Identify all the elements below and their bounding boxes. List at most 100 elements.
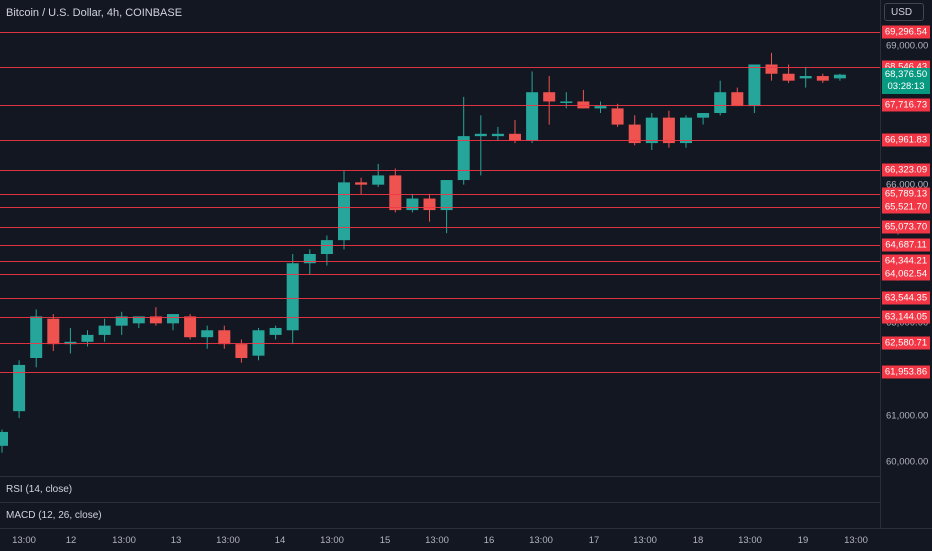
candle-body — [833, 74, 846, 79]
current-price: 68,376.50 — [884, 69, 928, 80]
candle[interactable] — [98, 318, 111, 342]
candle[interactable] — [816, 73, 829, 83]
candle-body — [816, 76, 829, 81]
candle[interactable] — [697, 113, 710, 125]
horizontal-level-line[interactable] — [0, 298, 880, 300]
candle-body — [406, 198, 419, 211]
candle[interactable] — [13, 360, 26, 419]
candle-body — [680, 117, 692, 144]
candle[interactable] — [389, 168, 402, 213]
horizontal-level-line[interactable] — [0, 342, 880, 344]
candle[interactable] — [594, 101, 607, 114]
candle[interactable] — [680, 115, 692, 148]
candle[interactable] — [474, 115, 487, 176]
time-label: 13 — [170, 535, 182, 546]
horizontal-level-line[interactable] — [0, 227, 880, 229]
candle-body — [474, 133, 487, 137]
price-tick: 69,000.00 — [886, 40, 929, 52]
horizontal-level-line[interactable] — [0, 169, 880, 171]
price-tick: 60,000.00 — [886, 456, 929, 468]
candle-body — [338, 182, 350, 241]
candle-body — [269, 327, 282, 335]
candle[interactable] — [491, 126, 504, 141]
candle-body — [320, 240, 333, 254]
candle[interactable] — [423, 193, 436, 222]
level-price-tag: 66,323.09 — [882, 163, 930, 177]
candle[interactable] — [218, 325, 231, 349]
candle[interactable] — [714, 80, 727, 116]
candle-body — [47, 318, 60, 345]
time-label: 16 — [483, 535, 495, 546]
horizontal-level-line[interactable] — [0, 261, 880, 263]
candle-body — [286, 263, 299, 331]
candle-body — [731, 92, 744, 107]
level-price-tag: 66,961.83 — [882, 133, 930, 147]
candle[interactable] — [320, 235, 333, 266]
candle[interactable] — [799, 66, 812, 88]
candle-body — [149, 316, 162, 324]
candle[interactable] — [0, 429, 8, 453]
candle[interactable] — [372, 163, 385, 187]
candle-body — [201, 330, 214, 338]
candle[interactable] — [184, 314, 197, 340]
candle-body — [697, 113, 710, 118]
candle[interactable] — [611, 103, 624, 127]
horizontal-level-line[interactable] — [0, 194, 880, 196]
candlestick-chart[interactable] — [0, 0, 880, 476]
time-axis[interactable]: 13:00 12 13:00 13 13:00 14 13:00 15 13:00 16 13:00… — [0, 528, 932, 551]
horizontal-level-line[interactable] — [0, 316, 880, 318]
candle[interactable] — [355, 177, 368, 194]
candle[interactable] — [30, 309, 43, 368]
rsi-label[interactable]: RSI (14, close) — [6, 484, 73, 495]
horizontal-level-line[interactable] — [0, 105, 880, 107]
candle[interactable] — [252, 327, 265, 361]
time-label: 13:00 — [844, 535, 868, 546]
candle-body — [13, 364, 26, 412]
candle-body — [235, 344, 248, 358]
candle[interactable] — [269, 325, 282, 340]
rsi-pane[interactable]: RSI (14, close) — [0, 476, 880, 503]
price-tick: 63,000.00 — [886, 317, 929, 329]
candle[interactable] — [115, 311, 128, 335]
candle[interactable] — [81, 330, 94, 347]
level-price-tag: 64,062.54 — [882, 267, 930, 281]
candle-body — [98, 325, 111, 335]
candle[interactable] — [338, 170, 350, 250]
chart-title: Bitcoin / U.S. Dollar, 4h, COINBASE — [6, 7, 183, 19]
candle[interactable] — [47, 314, 60, 352]
candle[interactable] — [543, 76, 556, 125]
currency-button[interactable]: USD — [884, 3, 924, 21]
candle[interactable] — [201, 325, 214, 349]
candle[interactable] — [509, 119, 521, 144]
candle-body — [645, 117, 658, 144]
candle-body — [355, 182, 368, 185]
horizontal-level-line[interactable] — [0, 274, 880, 276]
candle[interactable] — [64, 327, 77, 354]
time-label: 13:00 — [425, 535, 449, 546]
candle-body — [748, 64, 761, 107]
macd-label[interactable]: MACD (12, 26, close) — [6, 510, 102, 521]
candle-body — [628, 124, 641, 144]
candle-body — [0, 431, 8, 446]
candle-body — [714, 92, 727, 114]
time-label: 18 — [692, 535, 704, 546]
macd-pane[interactable]: MACD (12, 26, close) — [0, 502, 880, 529]
candle[interactable] — [645, 113, 658, 150]
candle[interactable] — [662, 110, 675, 148]
horizontal-level-line[interactable] — [0, 140, 880, 142]
horizontal-level-line[interactable] — [0, 32, 880, 34]
candle[interactable] — [526, 71, 539, 144]
candle[interactable] — [731, 87, 744, 107]
candle[interactable] — [406, 193, 419, 213]
candle[interactable] — [132, 316, 145, 328]
horizontal-level-line[interactable] — [0, 371, 880, 373]
candle[interactable] — [833, 73, 846, 81]
candle[interactable] — [149, 307, 162, 326]
time-label: 12 — [65, 535, 77, 546]
horizontal-level-line[interactable] — [0, 206, 880, 208]
candle[interactable] — [748, 64, 761, 114]
horizontal-level-line[interactable] — [0, 66, 880, 68]
horizontal-level-line[interactable] — [0, 245, 880, 247]
candle-body — [457, 136, 470, 181]
candle[interactable] — [765, 52, 778, 81]
